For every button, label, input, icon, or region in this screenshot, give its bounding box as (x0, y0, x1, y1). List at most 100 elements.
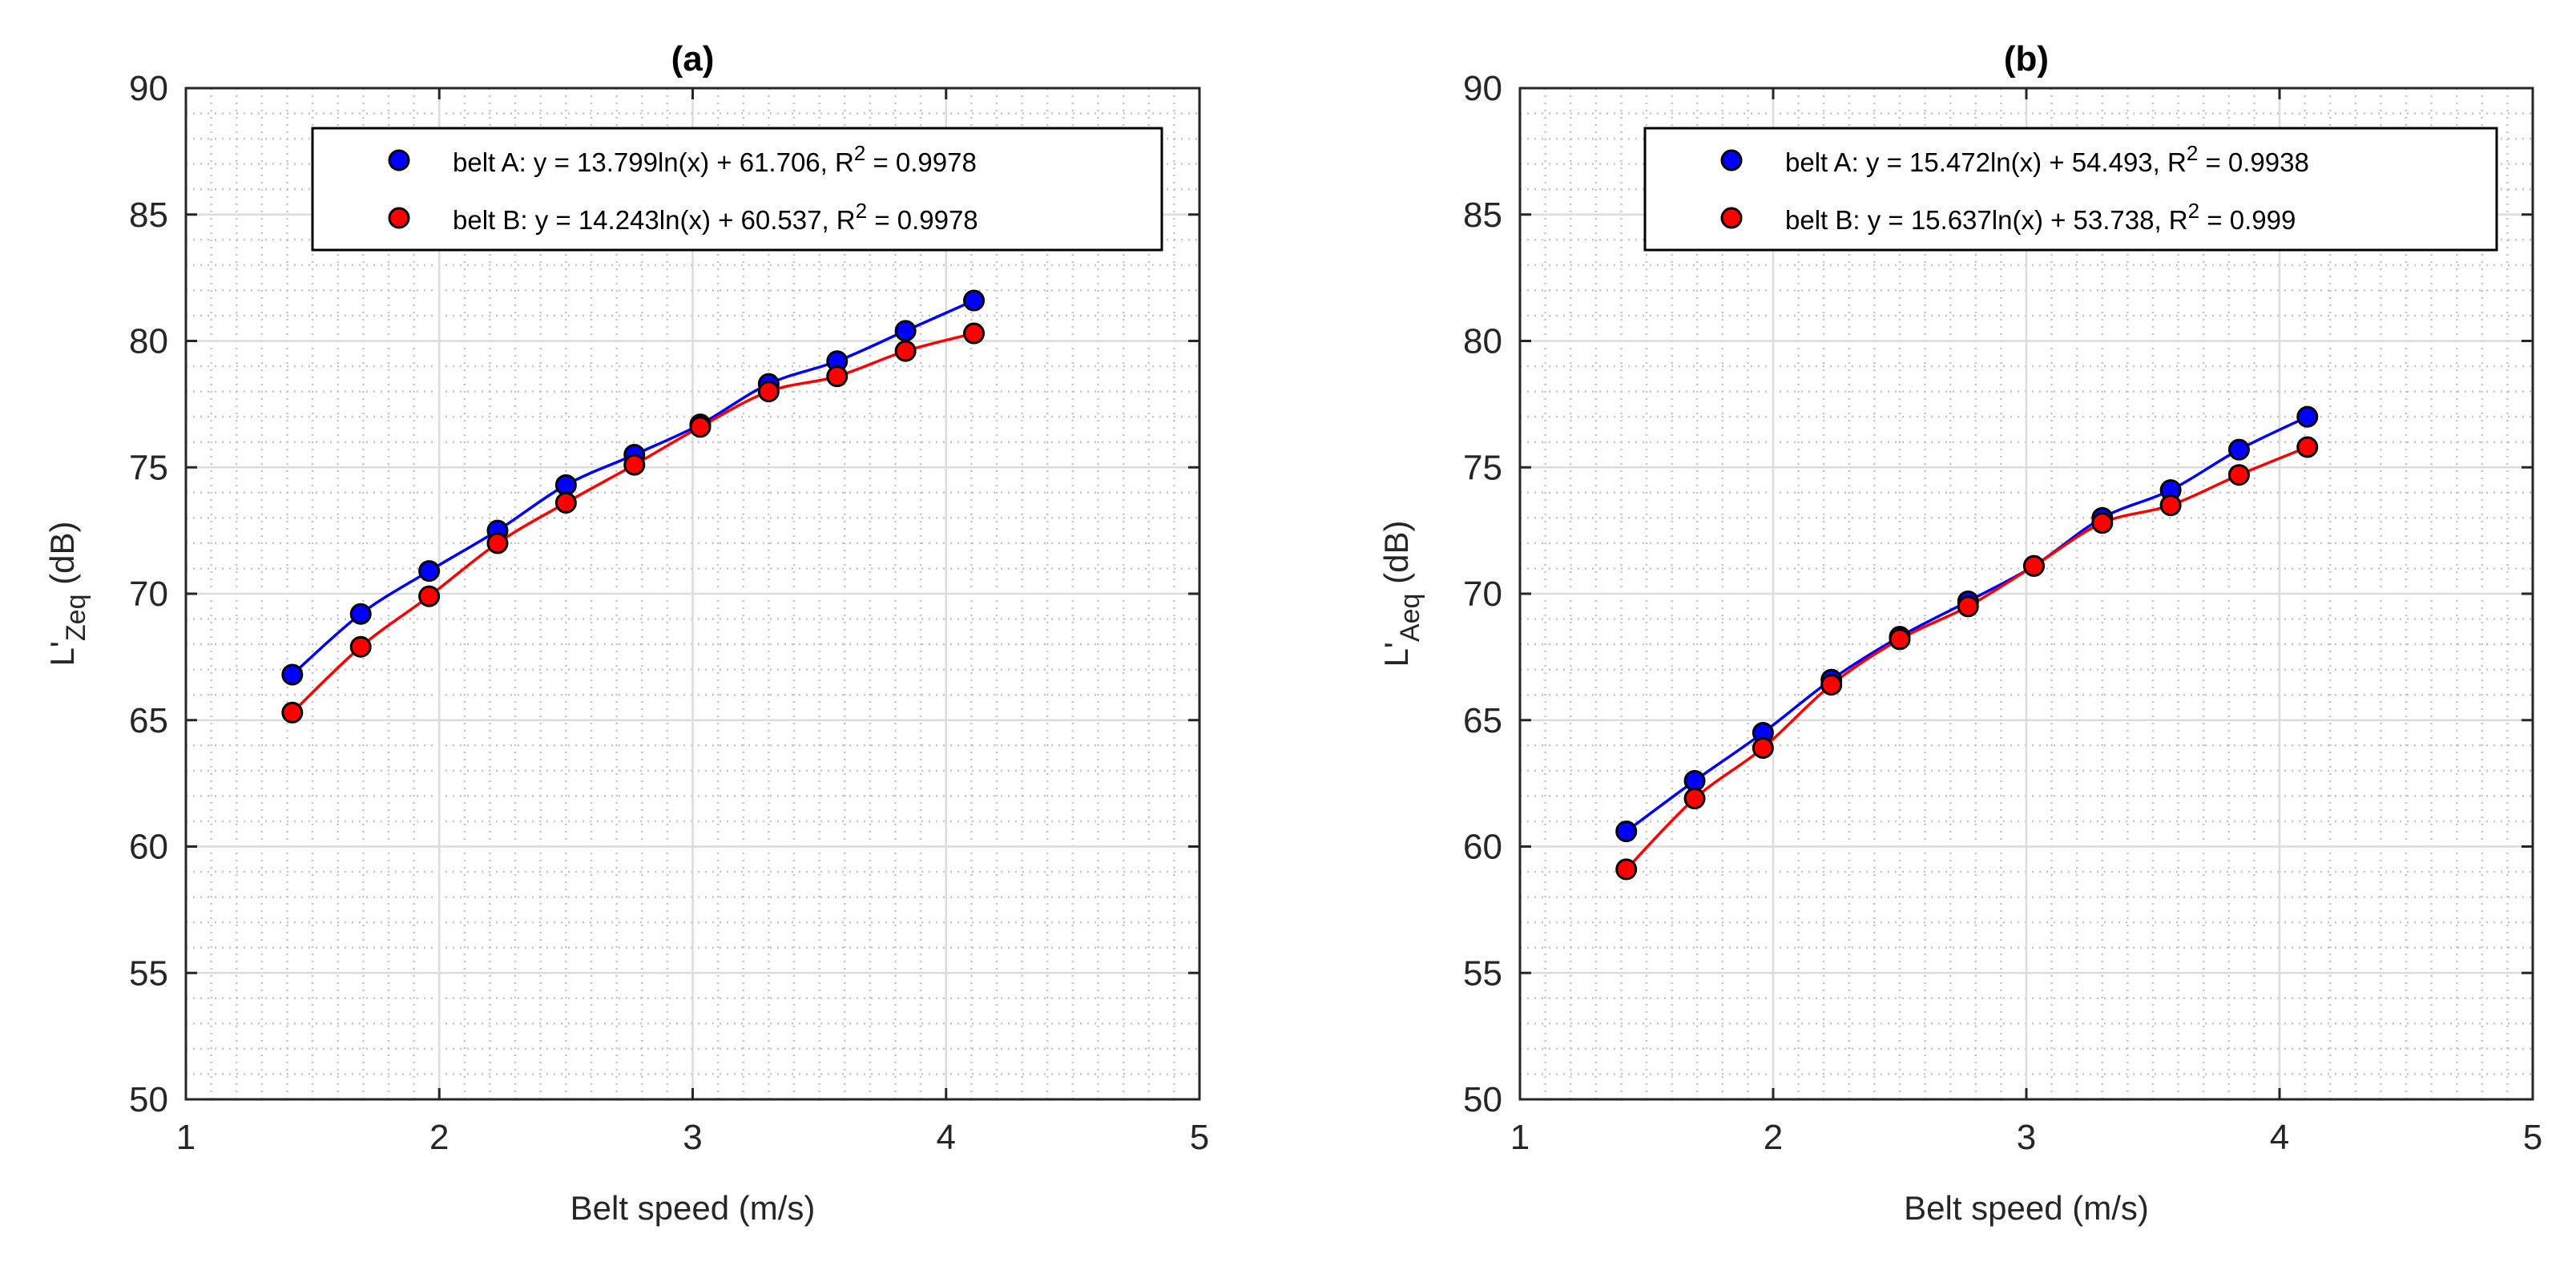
data-point-belt-b (689, 416, 712, 438)
legend-box (311, 127, 1163, 252)
data-point-belt-b (486, 532, 509, 554)
legend-entry-value: = 0.999 (2199, 205, 2296, 235)
legend-entry-belt-b: belt B: y = 14.243ln(x) + 60.537, R2 = 0… (453, 199, 978, 235)
y-axis-label-main: L' (1377, 642, 1415, 667)
legend-entry-superscript: 2 (854, 141, 865, 165)
data-point-belt-b (826, 365, 849, 388)
data-point-belt-b (1615, 858, 1638, 881)
data-point-belt-a (2296, 405, 2319, 428)
data-point-belt-b (757, 381, 780, 403)
y-axis-label-subscript: Aeq (1395, 594, 1425, 643)
series-line-belt-b (1625, 446, 2308, 871)
data-point-belt-b (554, 491, 577, 514)
data-point-belt-b (349, 635, 372, 658)
x-tick-label: 1 (176, 1118, 196, 1157)
data-point-belt-a (963, 289, 986, 312)
y-tick-label: 50 (1463, 1080, 1502, 1119)
y-tick-label: 60 (129, 828, 168, 867)
data-point-belt-a (349, 603, 372, 625)
legend-entry-superscript: 2 (2187, 141, 2198, 165)
legend: belt A: y = 15.472ln(x) + 54.493, R2 = 0… (1643, 127, 2498, 252)
data-point-belt-b (281, 701, 304, 724)
y-axis-label-unit: (dB) (1377, 521, 1415, 594)
data-point-belt-b (418, 585, 441, 607)
y-axis-label: L'Zeq (dB) (43, 522, 91, 667)
chart-title: (b) (2004, 39, 2049, 79)
y-tick-label: 75 (129, 448, 168, 487)
data-point-belt-a (1683, 769, 1706, 792)
x-tick-label: 5 (1190, 1118, 1209, 1157)
legend: belt A: y = 13.799ln(x) + 61.706, R2 = 0… (311, 127, 1163, 252)
y-tick-label: 60 (1463, 828, 1502, 867)
y-tick-label: 70 (1463, 575, 1502, 614)
y-tick-label: 75 (1463, 448, 1502, 487)
legend-entry-text: belt B: y = 14.243ln(x) + 60.537, R (453, 205, 856, 235)
data-point-belt-b (894, 340, 917, 362)
x-axis-label: Belt speed (m/s) (1904, 1189, 2149, 1227)
data-point-belt-b (2159, 494, 2182, 517)
series-line-belt-a (1625, 415, 2308, 833)
series-line-belt-b (291, 332, 974, 714)
y-tick-label: 90 (1463, 69, 1502, 108)
legend-entry-text: belt B: y = 15.637ln(x) + 53.738, R (1785, 205, 2188, 235)
legend-marker-belt-a (1720, 149, 1743, 171)
data-point-belt-a (2227, 438, 2250, 461)
x-tick-label: 2 (1764, 1118, 1783, 1157)
y-axis-label-unit: (dB) (43, 522, 81, 595)
x-tick-label: 4 (2270, 1118, 2289, 1157)
x-tick-label: 4 (937, 1118, 956, 1157)
data-point-belt-b (2296, 436, 2319, 458)
legend-entry-text: belt A: y = 15.472ln(x) + 54.493, R (1785, 147, 2187, 177)
y-axis-label-subscript: Zeq (61, 595, 91, 642)
data-point-belt-a (1615, 821, 1638, 843)
data-point-belt-b (963, 322, 986, 345)
data-point-belt-b (1957, 595, 1979, 618)
y-axis-label: L'Aeq (dB) (1377, 521, 1425, 667)
legend-entry-value: = 0.9938 (2198, 147, 2309, 177)
data-point-belt-b (623, 454, 646, 476)
legend-marker-belt-b (1720, 207, 1743, 229)
data-point-belt-a (554, 474, 577, 496)
data-point-belt-b (1820, 674, 1843, 696)
x-tick-label: 3 (2017, 1118, 2036, 1157)
legend-marker-belt-a (388, 149, 410, 171)
data-point-belt-b (2227, 464, 2250, 486)
legend-entry-belt-b: belt B: y = 15.637ln(x) + 53.738, R2 = 0… (1785, 199, 2296, 235)
y-tick-label: 80 (129, 322, 168, 361)
legend-entry-value: = 0.9978 (867, 205, 978, 235)
chart-title: (a) (671, 39, 715, 79)
data-point-belt-b (1683, 788, 1706, 810)
legend-box (1643, 127, 2498, 252)
y-tick-label: 80 (1463, 322, 1502, 361)
data-point-belt-a (894, 320, 917, 342)
y-tick-label: 85 (1463, 196, 1502, 235)
y-tick-label: 55 (129, 954, 168, 993)
legend-entry-value: = 0.9978 (865, 147, 977, 177)
data-point-belt-a (281, 663, 304, 686)
y-tick-label: 85 (129, 196, 168, 235)
data-point-belt-a (418, 560, 441, 583)
legend-entry-superscript: 2 (2188, 199, 2199, 223)
data-point-belt-b (2091, 512, 2114, 534)
y-tick-label: 50 (129, 1080, 168, 1119)
legend-entry-belt-a: belt A: y = 15.472ln(x) + 54.493, R2 = 0… (1785, 141, 2309, 177)
legend-entry-belt-a: belt A: y = 13.799ln(x) + 61.706, R2 = 0… (453, 141, 977, 177)
data-point-belt-b (2022, 554, 2045, 577)
y-tick-label: 65 (129, 701, 168, 740)
x-tick-label: 1 (1510, 1118, 1530, 1157)
data-point-belt-b (1889, 628, 1911, 651)
data-point-belt-b (1752, 736, 1774, 759)
legend-entry-superscript: 2 (856, 199, 867, 223)
y-tick-label: 70 (129, 575, 168, 614)
legend-entry-text: belt A: y = 13.799ln(x) + 61.706, R (453, 147, 854, 177)
y-axis-label-main: L' (43, 641, 81, 666)
x-tick-label: 5 (2523, 1118, 2542, 1157)
y-tick-label: 55 (1463, 954, 1502, 993)
y-tick-label: 65 (1463, 701, 1502, 740)
x-tick-label: 3 (683, 1118, 702, 1157)
x-axis-label: Belt speed (m/s) (570, 1189, 816, 1227)
y-tick-label: 90 (129, 69, 168, 108)
